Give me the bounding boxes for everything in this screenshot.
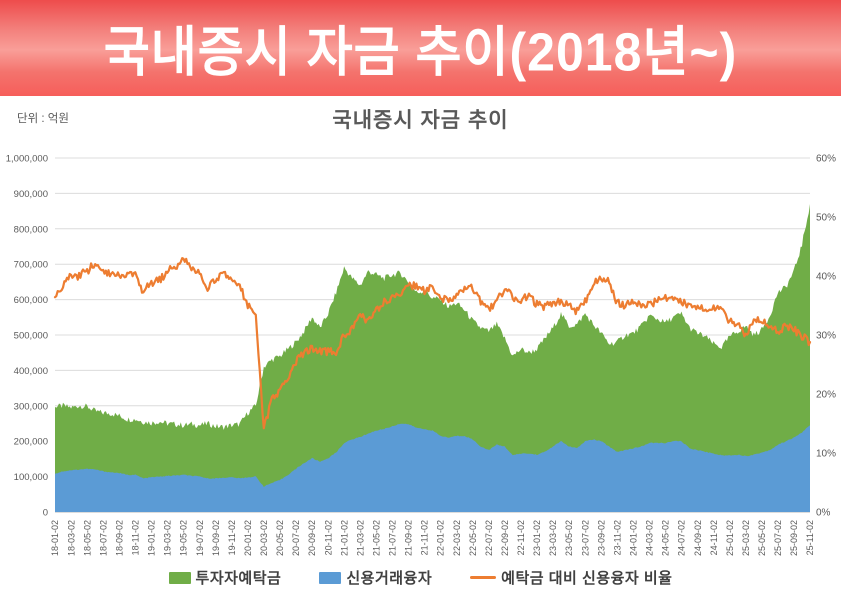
x-axis-tick-label: 18-11-02 [131, 520, 141, 555]
y-axis-left-tick-label: 200,000 [14, 437, 48, 448]
legend-item-ratio: 예탁금 대비 신용융자 비율 [470, 567, 672, 588]
legend-label-ratio: 예탁금 대비 신용융자 비율 [501, 570, 673, 587]
y-axis-right-tick-label: 20% [816, 390, 836, 401]
legend-item-deposits: 투자자예탁금 [168, 567, 282, 588]
deposits-swatch-icon [168, 571, 191, 584]
x-axis-tick-label: 24-11-02 [709, 520, 719, 555]
legend-item-credit: 신용거래융자 [319, 567, 432, 588]
x-axis-tick-label: 20-05-02 [275, 520, 285, 556]
x-axis-tick-label: 20-01-02 [243, 520, 253, 556]
y-axis-right-tick-label: 0% [816, 508, 831, 519]
y-axis-right-tick-label: 30% [816, 331, 836, 342]
x-axis-tick-label: 21-11-02 [420, 520, 430, 555]
x-axis-tick-label: 25-11-02 [805, 520, 815, 555]
x-axis-tick-label: 24-05-02 [661, 520, 671, 556]
deposits-area-series [55, 204, 810, 512]
y-axis-left-tick-label: 800,000 [14, 224, 48, 235]
y-axis-left-tick-label: 100,000 [14, 472, 48, 483]
x-axis-tick-label: 19-05-02 [179, 520, 189, 556]
legend-label-deposits: 투자자예탁금 [195, 570, 282, 587]
x-axis-tick-label: 18-07-02 [98, 520, 108, 556]
y-axis-left-tick-label: 900,000 [14, 189, 48, 200]
x-axis-tick-label: 25-09-02 [789, 520, 799, 556]
y-axis-right-tick-label: 40% [816, 272, 836, 283]
x-axis-tick-label: 25-05-02 [757, 520, 767, 556]
legend-label-credit: 신용거래융자 [346, 570, 433, 587]
x-axis-tick-label: 22-05-02 [468, 520, 478, 556]
x-axis-tick-label: 23-07-02 [580, 520, 590, 556]
x-axis-tick-label: 19-11-02 [227, 520, 237, 555]
x-axis-tick-label: 23-11-02 [612, 520, 622, 555]
y-axis-left-tick-label: 1,000,000 [6, 154, 48, 165]
x-axis-tick-label: 21-07-02 [388, 520, 398, 556]
x-axis-tick-label: 19-03-02 [163, 520, 173, 556]
x-axis-tick-label: 23-05-02 [564, 520, 574, 556]
unit-label: 단위 : 억원 [17, 113, 69, 125]
x-axis-tick-label: 18-09-02 [114, 520, 124, 556]
chart-legend: 투자자예탁금 신용거래융자 예탁금 대비 신용융자 비율 [0, 567, 841, 588]
ratio-line-swatch-icon [470, 576, 497, 579]
x-axis-tick-label: 20-07-02 [291, 520, 301, 556]
x-axis-tick-label: 22-07-02 [484, 520, 494, 556]
x-axis-tick-label: 23-09-02 [596, 520, 606, 556]
x-axis-tick-label: 25-01-02 [725, 520, 735, 556]
x-axis-tick-label: 21-03-02 [355, 520, 365, 556]
x-axis-tick-label: 18-01-02 [50, 520, 60, 556]
x-axis-tick-label: 21-05-02 [371, 520, 381, 556]
y-axis-left-tick-label: 500,000 [14, 331, 48, 342]
x-axis-tick-label: 22-11-02 [516, 520, 526, 555]
x-axis-tick-label: 22-09-02 [500, 520, 510, 556]
x-axis-tick-label: 20-11-02 [323, 520, 333, 555]
x-axis-tick-label: 24-09-02 [693, 520, 703, 556]
x-axis-tick-label: 19-09-02 [211, 520, 221, 556]
credit-swatch-icon [319, 571, 342, 584]
x-axis-tick-label: 24-01-02 [628, 520, 638, 556]
x-axis-tick-label: 21-09-02 [404, 520, 414, 556]
credit-area-series [55, 423, 810, 512]
y-axis-right-tick-label: 50% [816, 213, 836, 224]
x-axis-tick-label: 24-03-02 [645, 520, 655, 556]
chart-title: 국내증시 자금 추이 [332, 109, 509, 132]
x-axis-tick-label: 22-03-02 [452, 520, 462, 556]
x-axis-tick-label: 20-03-02 [259, 520, 269, 556]
x-axis-tick-label: 23-01-02 [532, 520, 542, 556]
y-axis-right-tick-label: 60% [816, 154, 836, 165]
y-axis-right-tick-label: 10% [816, 449, 836, 460]
x-axis-tick-label: 25-03-02 [741, 520, 751, 556]
y-axis-left-tick-label: 300,000 [14, 401, 48, 412]
x-axis-tick-label: 25-07-02 [773, 520, 783, 556]
x-axis-tick-label: 24-07-02 [677, 520, 687, 556]
x-axis-tick-label: 23-03-02 [548, 520, 558, 556]
x-axis-tick-label: 18-05-02 [82, 520, 92, 556]
x-axis-tick-label: 22-01-02 [436, 520, 446, 556]
x-axis-tick-label: 19-07-02 [195, 520, 205, 556]
y-axis-left-tick-label: 400,000 [14, 366, 48, 377]
banner-title: 국내증시 자금 추이(2018년~) [103, 22, 738, 83]
x-axis-tick-label: 19-01-02 [147, 520, 157, 556]
y-axis-left-tick-label: 0 [43, 508, 48, 519]
x-axis-tick-label: 18-03-02 [66, 520, 76, 556]
y-axis-left-tick-label: 600,000 [14, 295, 48, 306]
chart-canvas: 0 100,000 200,000 300,000 400,000 500,000 600,… [6, 154, 836, 557]
x-axis-tick-label: 21-01-02 [339, 520, 349, 556]
y-axis-left-tick-label: 700,000 [14, 260, 48, 271]
title-banner: 국내증시 자금 추이(2018년~) [0, 0, 841, 96]
x-axis-tick-label: 20-09-02 [307, 520, 317, 556]
chart-region: 단위 : 억원 국내증시 자금 추이 0 100,000 200,000 300,00… [0, 96, 841, 595]
ratio-line-series [53, 257, 812, 430]
